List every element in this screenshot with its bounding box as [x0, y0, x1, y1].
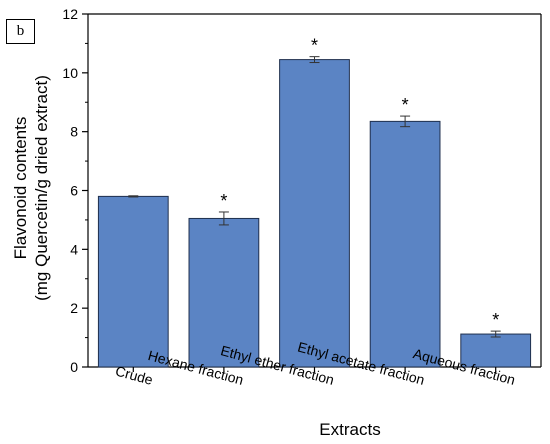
significance-marker: * [220, 191, 227, 211]
significance-marker: * [402, 95, 409, 115]
panel-label: b [6, 19, 35, 44]
panel-label-text: b [16, 23, 25, 39]
y-tick-label: 0 [70, 359, 78, 375]
y-tick-label: 8 [70, 124, 78, 140]
x-axis-label: Extracts [319, 420, 381, 439]
bar [188, 217, 260, 368]
y-tick-label: 10 [62, 65, 78, 81]
significance-marker: * [311, 36, 318, 56]
significance-marker: * [492, 310, 499, 330]
y-tick-label: 4 [70, 241, 78, 257]
bar [369, 120, 441, 368]
bar [279, 59, 350, 368]
y-tick-label: 6 [70, 183, 78, 199]
y-tick-label: 2 [70, 300, 78, 316]
y-tick-label: 12 [62, 6, 78, 22]
bar [97, 195, 169, 368]
